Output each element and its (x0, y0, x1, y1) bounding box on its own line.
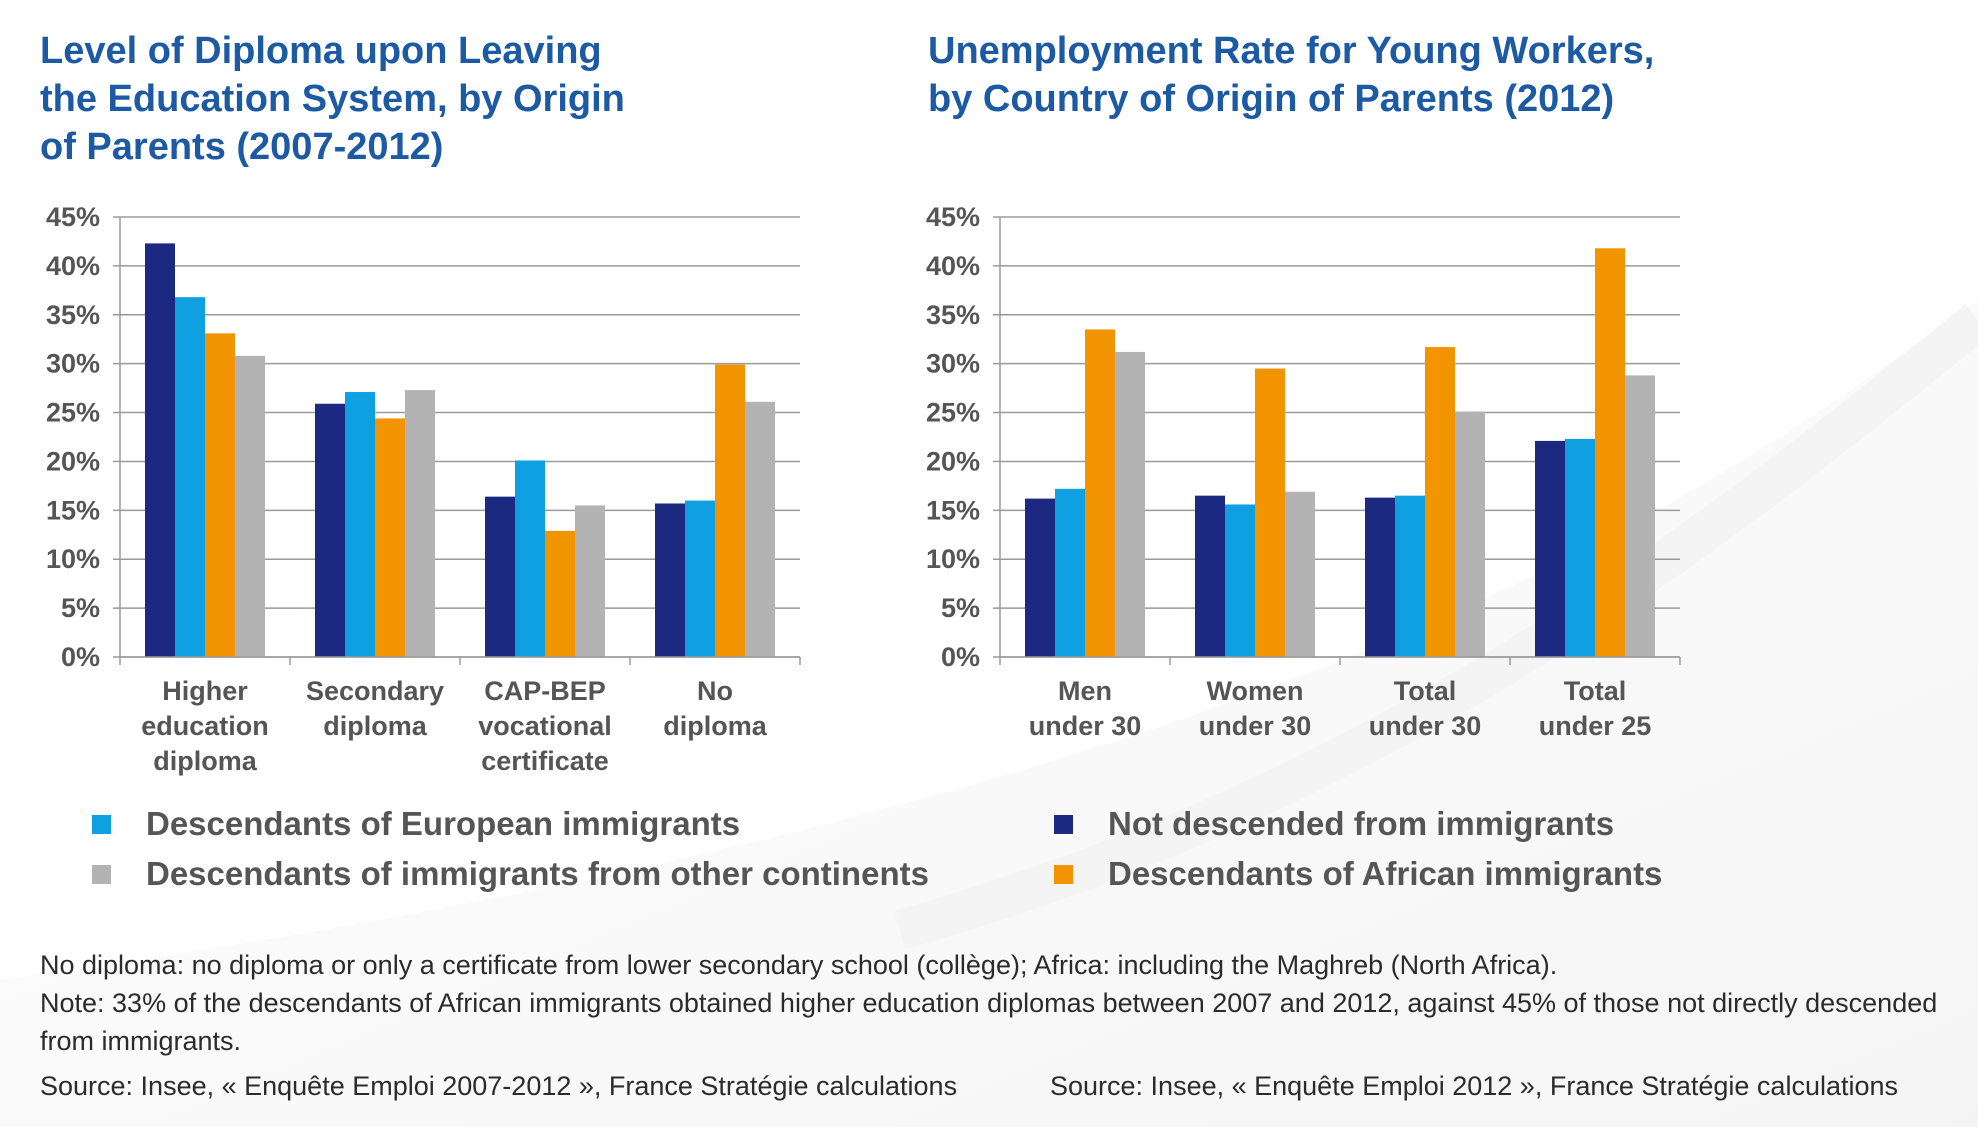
legend-swatch-other-continents (92, 864, 111, 884)
bar (345, 392, 375, 657)
bar (1395, 495, 1425, 657)
bar (1535, 440, 1565, 657)
y-tick-label: 20% (926, 446, 980, 476)
y-tick-label: 40% (46, 251, 100, 281)
category-label: under 30 (1369, 711, 1482, 741)
category-label: Men (1058, 676, 1112, 706)
bar (205, 333, 235, 657)
category-label: Total (1394, 676, 1457, 706)
category-label: under 30 (1029, 711, 1142, 741)
y-tick-label: 15% (46, 495, 100, 525)
y-tick-label: 5% (61, 593, 100, 623)
y-tick-label: 45% (926, 202, 980, 232)
y-tick-label: 40% (926, 251, 980, 281)
bar (315, 403, 345, 657)
bar (1425, 347, 1455, 657)
bar (745, 401, 775, 657)
category-label: vocational (478, 711, 612, 741)
bar (235, 355, 265, 657)
bar (685, 500, 715, 657)
category-label: under 30 (1199, 711, 1312, 741)
y-tick-label: 35% (926, 300, 980, 330)
source-left: Source: Insee, « Enquête Emploi 2007-201… (40, 1071, 958, 1101)
bar (1195, 495, 1225, 657)
bar (1365, 497, 1395, 657)
bar (545, 530, 575, 657)
category-label: diploma (663, 711, 767, 741)
legend-label-european: Descendants of European immigrants (146, 805, 741, 842)
source-right: Source: Insee, « Enquête Emploi 2012 », … (1050, 1071, 1899, 1101)
bar (485, 496, 515, 657)
bar (1285, 491, 1315, 657)
category-label: diploma (323, 711, 427, 741)
y-tick-label: 5% (941, 593, 980, 623)
legend-not-descended: Not descended from immigrants (1054, 805, 1614, 843)
bar (655, 503, 685, 657)
y-tick-label: 0% (941, 642, 980, 672)
category-label: No (697, 676, 733, 706)
legend-label-african: Descendants of African immigrants (1108, 855, 1663, 892)
category-label: certificate (481, 746, 609, 776)
bar (1455, 411, 1485, 657)
y-tick-label: 25% (926, 398, 980, 428)
y-tick-label: 25% (46, 398, 100, 428)
bar (1025, 498, 1055, 657)
category-label: under 25 (1539, 711, 1652, 741)
bar (515, 460, 545, 657)
y-tick-label: 35% (46, 300, 100, 330)
y-tick-label: 0% (61, 642, 100, 672)
bar (1115, 351, 1145, 657)
bar (145, 243, 175, 657)
y-tick-label: 30% (926, 349, 980, 379)
bar (715, 364, 745, 657)
bar (1055, 488, 1085, 657)
legend-swatch-african (1054, 864, 1073, 884)
bar (1625, 375, 1655, 657)
bar (175, 297, 205, 657)
legend-other-continents: Descendants of immigrants from other con… (92, 855, 929, 893)
legend-swatch-not-descended (1054, 814, 1073, 834)
left-chart-title: Level of Diploma upon Leaving the Educat… (40, 30, 625, 168)
y-tick-label: 45% (46, 202, 100, 232)
y-tick-label: 15% (926, 495, 980, 525)
category-label: education (141, 711, 269, 741)
legend-african: Descendants of African immigrants (1054, 855, 1662, 893)
y-tick-label: 20% (46, 446, 100, 476)
bar (405, 390, 435, 657)
category-label: Secondary (306, 676, 444, 706)
footnote-note: Note: 33% of the descendants of African … (40, 988, 1938, 1056)
legend-label-not-descended: Not descended from immigrants (1108, 805, 1615, 842)
legend-european: Descendants of European immigrants (92, 805, 740, 843)
bar (1085, 329, 1115, 657)
category-label: Higher (162, 676, 248, 706)
y-tick-label: 10% (926, 544, 980, 574)
category-label: diploma (153, 746, 257, 776)
bar (1565, 438, 1595, 657)
right-chart-title: Unemployment Rate for Young Workers, by … (928, 30, 1655, 120)
bar (1255, 368, 1285, 657)
y-tick-label: 10% (46, 544, 100, 574)
diploma-bar-chart: 0% 5% 10% 15% 20% 25% 30% 35% 40% 45% Higher educat… (46, 202, 801, 776)
category-label: Total (1564, 676, 1627, 706)
footnote-definition: No diploma: no diploma or only a certifi… (40, 950, 1558, 980)
category-label: CAP-BEP (484, 676, 606, 706)
unemployment-bar-chart: 0% 5% 10% 15% 20% 25% 30% 35% 40% 45% Men under 30 W… (926, 202, 1681, 741)
bar (1595, 248, 1625, 657)
bar (1225, 504, 1255, 657)
category-label: Women (1206, 676, 1303, 706)
y-tick-label: 30% (46, 349, 100, 379)
legend-label-other-continents: Descendants of immigrants from other con… (146, 855, 929, 892)
legend-swatch-european (92, 814, 111, 834)
bar (575, 505, 605, 657)
bar (375, 418, 405, 657)
